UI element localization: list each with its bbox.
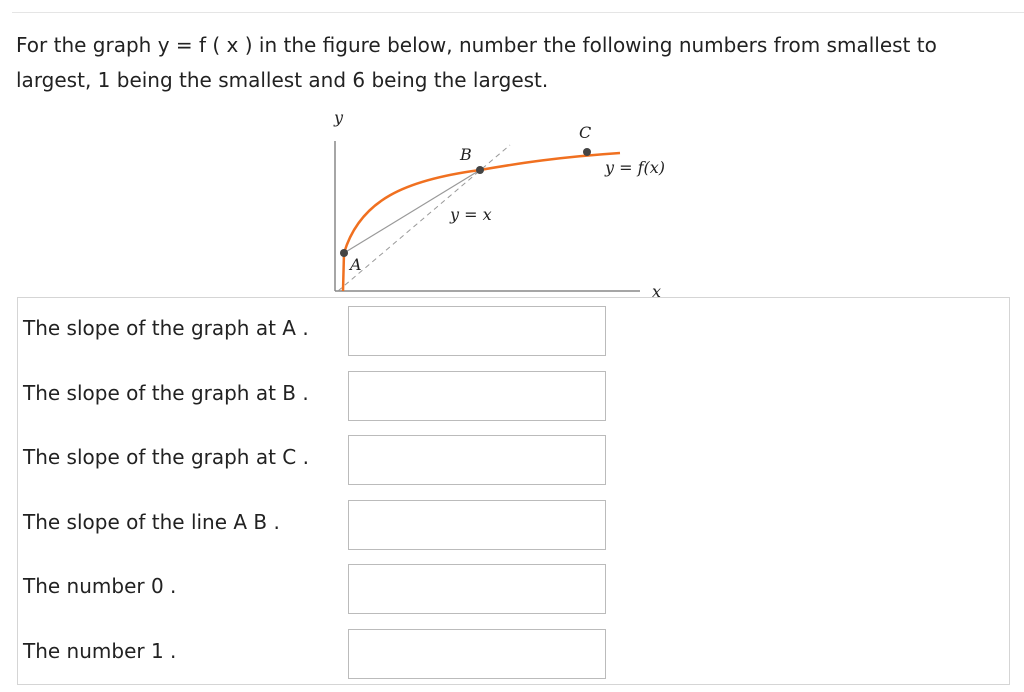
answer-row: The number 0 .: [18, 556, 1009, 620]
answer-input[interactable]: [348, 564, 606, 614]
point-a-label: A: [348, 255, 362, 274]
answer-table: The slope of the graph at A . The slope o…: [17, 297, 1010, 685]
row-label: The number 1 .: [23, 638, 177, 663]
answer-input[interactable]: [348, 370, 606, 421]
curve-label: y = f(x): [604, 158, 665, 177]
point-c-label: C: [579, 123, 591, 142]
curve: [341, 151, 621, 292]
figure: y x A B C y = f(x) y = x: [333, 108, 665, 297]
point-c: [583, 148, 591, 156]
answer-row: The slope of the graph at A .: [18, 298, 1009, 362]
row-label: The number 0 .: [23, 574, 177, 598]
identity-line: [337, 144, 511, 292]
answer-row: The slope of the graph at B .: [18, 363, 1009, 427]
y-axis-label: y: [333, 108, 344, 127]
answer-input[interactable]: [348, 628, 606, 679]
point-b: [476, 166, 484, 174]
divider: [12, 12, 1024, 13]
question-text: For the graph y = f ( x ) in the figure …: [16, 33, 937, 92]
answer-input[interactable]: [348, 435, 606, 485]
answer-row: The slope of the graph at C .: [18, 427, 1009, 491]
answer-row: The slope of the line A B .: [18, 492, 1009, 556]
row-label: The slope of the graph at B .: [23, 380, 309, 405]
line-label: y = x: [449, 205, 492, 224]
point-a: [340, 249, 348, 257]
answer-row: The number 1 .: [18, 621, 1009, 685]
row-label: The slope of the graph at C .: [23, 445, 309, 469]
point-b-label: B: [459, 145, 472, 164]
row-label: The slope of the graph at A .: [23, 316, 309, 340]
row-label: The slope of the line A B .: [23, 509, 280, 534]
answer-input[interactable]: [348, 499, 606, 550]
answer-input[interactable]: [348, 306, 606, 356]
x-axis-label: x: [652, 282, 661, 297]
secant-ab: [343, 169, 481, 254]
